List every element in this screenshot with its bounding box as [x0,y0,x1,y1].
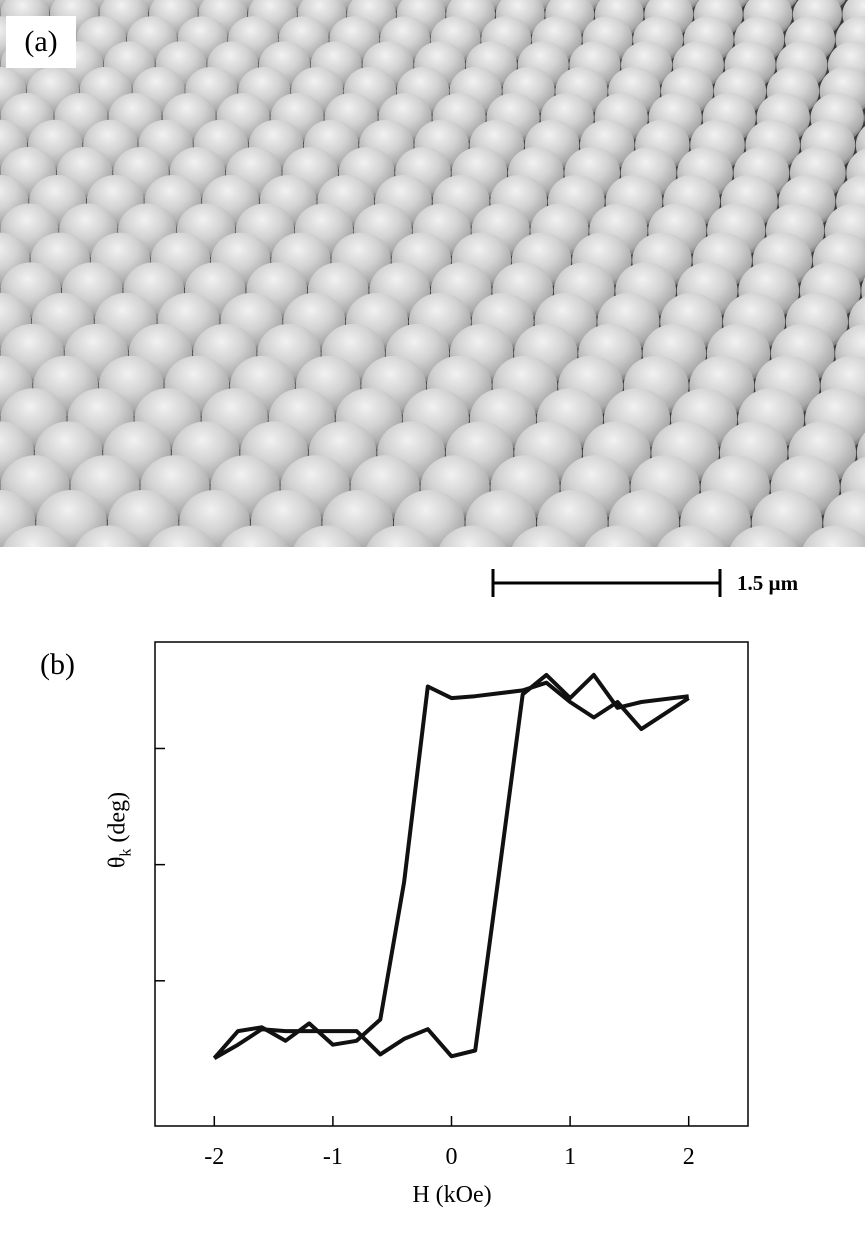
scale-bar-label: 1.5 µm [737,571,799,595]
microsphere [75,525,143,547]
microsphere [511,525,580,547]
microsphere [2,525,71,547]
sphere-array-image [0,0,865,547]
microsphere [148,525,216,547]
microsphere [657,525,725,547]
x-tick-label: 1 [564,1144,576,1170]
sem-micrograph: (a) [0,0,865,547]
x-tick-label: -2 [204,1144,224,1170]
microsphere [220,525,289,547]
panel-b-label: (b) [40,648,75,681]
microsphere [366,525,434,547]
x-axis-label: H (kOe) [412,1182,492,1208]
microsphere [584,525,652,547]
hysteresis-chart: -2 -1 0 1 2 [154,641,749,1170]
microsphere [729,525,798,547]
x-tick-label: 2 [683,1144,695,1170]
hysteresis-branch-2 [213,672,689,1060]
microsphere [293,525,361,547]
y-axis-label: θk (deg) [104,791,135,869]
microsphere [802,525,865,547]
panel-a-label: (a) [6,16,76,68]
x-tick-label: -1 [323,1144,343,1170]
x-tick-label: 0 [446,1144,458,1170]
hysteresis-branch-1 [212,680,690,1060]
microsphere [439,525,507,547]
